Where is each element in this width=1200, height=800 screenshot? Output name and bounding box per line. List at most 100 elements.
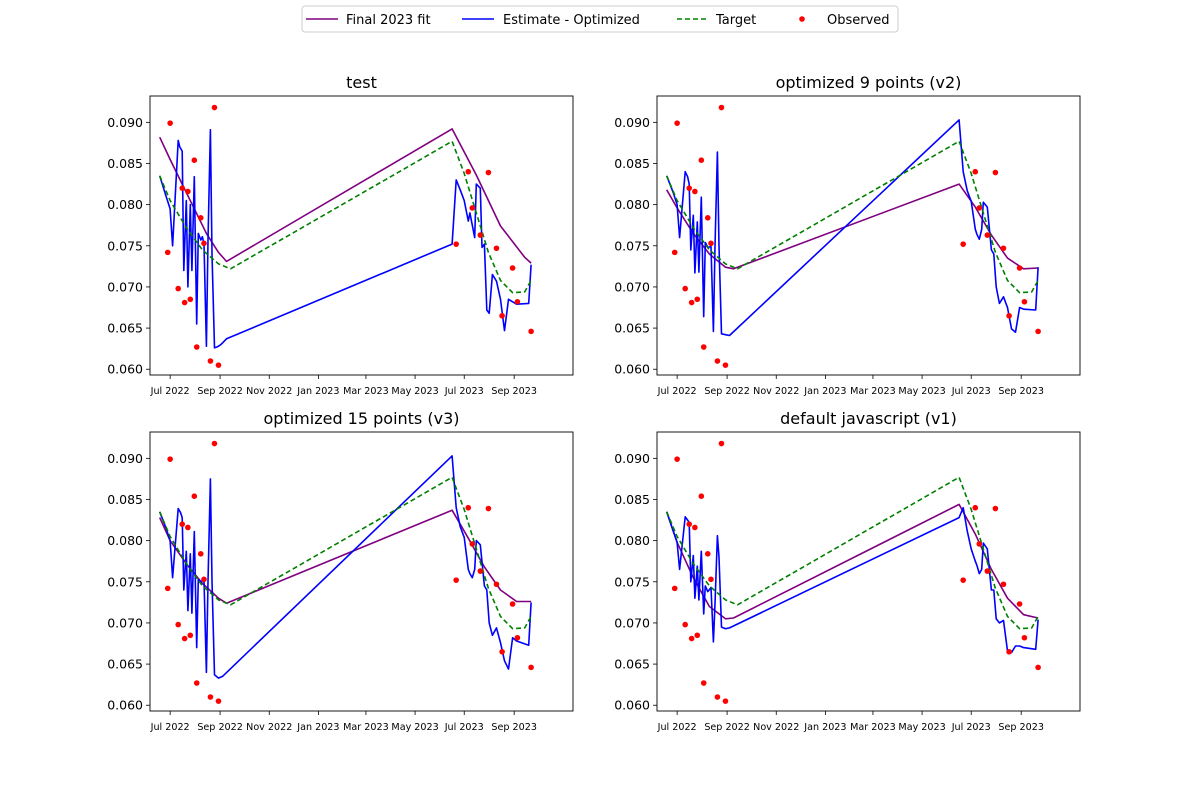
- observed-point: [976, 205, 983, 211]
- x-tick-label: Jul 2023: [951, 386, 991, 397]
- y-tick-label: 0.090: [614, 115, 650, 130]
- observed-point: [1035, 664, 1041, 671]
- observed-point: [1000, 581, 1007, 588]
- axes-frame: [656, 431, 1081, 712]
- legend-label-target: Target: [715, 13, 756, 28]
- observed-point: [1006, 312, 1012, 319]
- legend-label-observed: Observed: [827, 13, 890, 28]
- observed-point: [485, 169, 492, 176]
- x-tick-label: May 2023: [391, 722, 438, 733]
- observed-point: [485, 505, 492, 512]
- observed-point: [960, 577, 966, 583]
- x-tick-label: Nov 2022: [246, 722, 292, 733]
- chart-panel-2: optimized 9 points (v2) 0.060 0.065 0.070 0.…: [614, 73, 1081, 397]
- observed-point: [167, 456, 173, 462]
- observed-point: [682, 621, 688, 628]
- axes-frame: [656, 95, 1081, 376]
- plot-area: [158, 440, 534, 704]
- y-tick-label: 0.080: [107, 197, 143, 212]
- legend: Final 2023 fit Estimate - Optimized Targ…: [301, 5, 899, 33]
- observed-point: [509, 265, 516, 271]
- x-tick-label: Jul 2022: [150, 386, 190, 397]
- observed-point: [164, 249, 171, 256]
- observed-point: [992, 505, 999, 512]
- y-tick-label: 0.080: [614, 197, 650, 212]
- observed-point: [514, 634, 521, 641]
- observed-point: [185, 188, 191, 195]
- observed-point: [692, 188, 698, 195]
- y-tick-label: 0.085: [107, 492, 143, 507]
- observed-point: [528, 328, 534, 335]
- x-tick-label: Mar 2023: [343, 722, 389, 733]
- observed-point: [700, 344, 707, 350]
- observed-point: [185, 524, 191, 531]
- plot-area: [665, 440, 1041, 704]
- observed-point: [984, 568, 991, 574]
- observed-point: [164, 585, 171, 592]
- x-tick-label: Jul 2022: [657, 386, 697, 397]
- observed-point: [694, 632, 701, 639]
- observed-point: [181, 299, 188, 306]
- x-tick-label: Jan 2023: [296, 722, 339, 733]
- observed-point: [718, 104, 725, 111]
- y-tick-label: 0.085: [614, 156, 650, 171]
- observed-point: [972, 168, 979, 175]
- series-line-estimate-optimized: [158, 455, 532, 679]
- observed-point: [1021, 298, 1028, 305]
- observed-point: [960, 241, 966, 247]
- observed-point: [704, 215, 711, 221]
- observed-point: [465, 168, 472, 175]
- observed-point: [215, 698, 222, 704]
- legend-entry-target: Target: [677, 13, 756, 28]
- observed-point: [207, 358, 214, 364]
- observed-point: [453, 241, 459, 247]
- x-tick-label: Mar 2023: [850, 386, 896, 397]
- y-tick-label: 0.080: [107, 533, 143, 548]
- x-tick-label: Jan 2023: [803, 386, 846, 397]
- observed-point: [698, 493, 705, 499]
- observed-point: [477, 232, 484, 238]
- y-tick-label: 0.060: [107, 698, 143, 713]
- y-tick-label: 0.065: [107, 657, 143, 672]
- x-tick-label: May 2023: [898, 386, 945, 397]
- observed-point: [187, 296, 194, 303]
- observed-point: [469, 205, 476, 211]
- y-tick-label: 0.075: [107, 574, 143, 589]
- observed-point: [193, 344, 200, 350]
- observed-point: [686, 521, 693, 527]
- y-tick-label: 0.065: [614, 321, 650, 336]
- observed-point: [197, 551, 204, 557]
- observed-point: [465, 504, 472, 511]
- observed-point: [175, 621, 181, 628]
- x-tick-label: Jul 2022: [657, 722, 697, 733]
- observed-point: [509, 601, 516, 607]
- x-tick-label: Sep 2023: [491, 386, 537, 397]
- series-line-estimate-optimized: [665, 506, 1039, 654]
- x-tick-label: Sep 2022: [704, 722, 750, 733]
- y-tick-label: 0.075: [107, 238, 143, 253]
- observed-point: [704, 551, 711, 557]
- observed-point: [714, 694, 721, 700]
- y-tick-label: 0.085: [107, 156, 143, 171]
- observed-point: [688, 299, 695, 306]
- observed-point: [1035, 328, 1041, 335]
- axes-frame: [149, 95, 574, 376]
- y-tick-label: 0.085: [614, 492, 650, 507]
- y-tick-label: 0.070: [614, 615, 650, 630]
- y-tick-label: 0.060: [614, 362, 650, 377]
- x-tick-label: Sep 2023: [491, 722, 537, 733]
- y-tick-label: 0.070: [107, 279, 143, 294]
- observed-point: [708, 240, 714, 247]
- x-tick-label: Nov 2022: [753, 386, 799, 397]
- observed-point: [469, 541, 476, 547]
- x-tick-label: Sep 2022: [197, 386, 243, 397]
- y-tick-label: 0.090: [614, 451, 650, 466]
- y-tick-label: 0.065: [107, 321, 143, 336]
- chart-title: default javascript (v1): [780, 409, 957, 428]
- observed-point: [181, 635, 188, 642]
- observed-point: [453, 577, 459, 583]
- observed-point: [197, 215, 204, 221]
- series-line-estimate-optimized: [665, 119, 1039, 337]
- observed-point: [674, 120, 680, 126]
- x-tick-label: May 2023: [898, 722, 945, 733]
